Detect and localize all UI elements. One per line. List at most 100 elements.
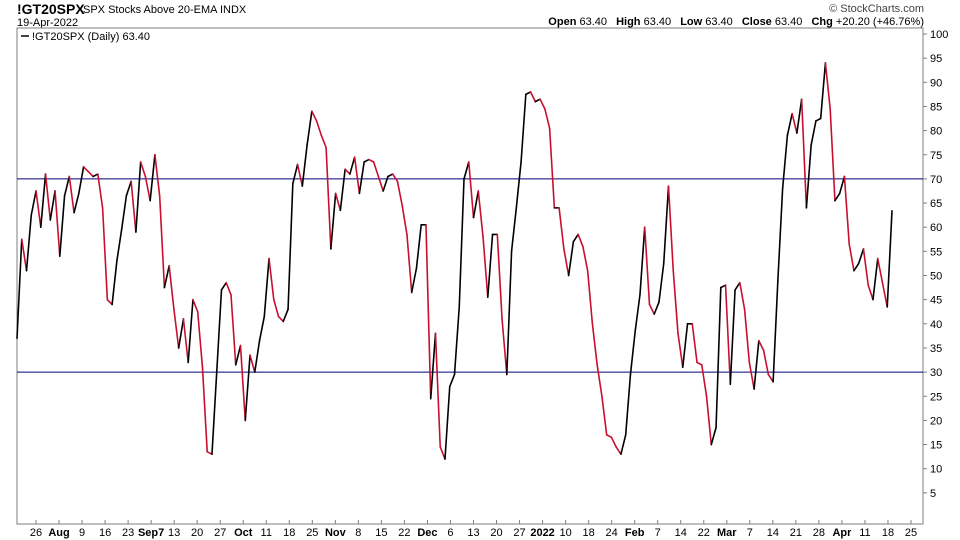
series-segment <box>715 286 722 429</box>
series-segment <box>187 298 194 364</box>
series-segment <box>558 207 565 250</box>
series-segment <box>25 214 33 272</box>
series-segment <box>382 175 389 192</box>
y-tick-label: 45 <box>930 295 942 307</box>
y-tick-label: 60 <box>930 222 942 234</box>
plot-frame <box>16 27 924 525</box>
x-tick-label: Dec <box>417 527 437 539</box>
x-tick-label: 22 <box>698 527 710 539</box>
series-segment <box>615 446 622 456</box>
series-segment <box>277 315 285 323</box>
series-segment <box>800 98 808 209</box>
series-segment <box>444 385 451 460</box>
series-segment <box>463 161 470 180</box>
low-value: 63.40 <box>705 16 733 28</box>
series-segment <box>691 322 698 364</box>
x-tick-label: 2022 <box>530 527 554 539</box>
series-segment <box>586 269 594 325</box>
series-segment <box>78 166 85 195</box>
chart-description: SPX Stocks Above 20-EMA INDX <box>83 4 247 16</box>
series-segment <box>225 281 232 296</box>
series-segment <box>344 168 351 175</box>
series-segment <box>582 245 589 272</box>
series-segment <box>35 190 42 228</box>
y-tick-label: 85 <box>930 101 942 113</box>
legend-label: !GT20SPX (Daily) 63.40 <box>32 31 150 43</box>
series-segment <box>58 195 66 257</box>
series-segment <box>601 395 608 436</box>
series-segment <box>111 260 118 306</box>
x-tick-label: 11 <box>261 527 272 539</box>
series-segment <box>767 373 774 383</box>
series-segment <box>867 284 874 301</box>
series-segment <box>496 233 503 320</box>
series-segment <box>68 175 75 214</box>
series-segment <box>506 250 513 376</box>
x-tick-label: 9 <box>79 527 85 539</box>
series-segment <box>862 248 870 286</box>
chg-label: Chg <box>811 16 833 28</box>
series-segment <box>605 434 613 439</box>
legend: !GT20SPX (Daily) 63.40 <box>21 31 150 43</box>
x-tick-label: 27 <box>214 527 226 539</box>
series-segment <box>886 209 893 308</box>
y-tick-label: 15 <box>930 440 942 452</box>
x-tick-label: 24 <box>606 527 618 539</box>
series-segment <box>358 161 365 195</box>
series-segment <box>720 284 727 289</box>
series-segment <box>567 240 575 277</box>
x-tick-label: 21 <box>790 527 802 539</box>
y-tick-label: 90 <box>930 77 942 89</box>
x-axis: 26 Aug 9 16 23 Sep7 13 20 27 Oct 11 18 25 Nov 8 15 22 Dec… <box>30 520 917 539</box>
series-segment <box>139 161 147 178</box>
series-segment <box>815 117 822 122</box>
x-tick-label: 13 <box>168 527 180 539</box>
x-tick-label: 14 <box>767 527 779 539</box>
series-segment <box>577 233 584 248</box>
series-segment <box>301 144 308 187</box>
series-segment <box>63 175 71 197</box>
series-segment <box>311 110 318 122</box>
series-segment <box>610 436 617 448</box>
series-segment <box>296 163 304 187</box>
y-axis: 5 10 15 20 25 30 35 40 45 50 55 60 65 70 75 80 85 90 95 100 <box>923 29 948 500</box>
series-segment <box>211 371 218 456</box>
y-tick-label: 65 <box>930 198 942 210</box>
y-tick-label: 70 <box>930 174 942 186</box>
series-segment <box>796 98 803 134</box>
x-tick-label: 7 <box>747 527 753 539</box>
series-segment <box>458 178 465 308</box>
series-segment <box>334 192 342 212</box>
x-tick-label: 6 <box>447 527 453 539</box>
series-segment <box>173 308 180 349</box>
series-segment <box>120 195 128 231</box>
series-segment <box>634 294 641 332</box>
series-segment <box>149 153 156 202</box>
high-value: 63.40 <box>643 16 672 28</box>
series-segment <box>253 339 261 373</box>
x-tick-label: 18 <box>283 527 295 539</box>
series-segment <box>182 318 189 364</box>
y-tick-label: 75 <box>930 150 942 162</box>
x-tick-label: 18 <box>882 527 894 539</box>
series-segment <box>206 450 213 456</box>
series-segment <box>258 315 266 342</box>
series-segment <box>49 190 56 221</box>
series-segment <box>415 223 423 270</box>
x-tick-label: 13 <box>467 527 479 539</box>
series-segment <box>700 364 708 398</box>
series-segment <box>739 281 746 311</box>
series-segment <box>130 180 137 233</box>
series-segment <box>220 281 228 291</box>
series-segment <box>453 306 461 376</box>
x-tick-label: Mar <box>717 527 737 539</box>
high-label: High <box>616 16 641 28</box>
open-value: 63.40 <box>579 16 608 28</box>
series-segment <box>292 163 299 185</box>
series-segment <box>320 134 327 149</box>
series-segment <box>448 373 456 388</box>
brand-watermark: © StockCharts.com <box>829 3 924 15</box>
series-segment <box>268 257 275 301</box>
y-tick-label: 55 <box>930 246 942 258</box>
series-segment <box>829 108 836 202</box>
